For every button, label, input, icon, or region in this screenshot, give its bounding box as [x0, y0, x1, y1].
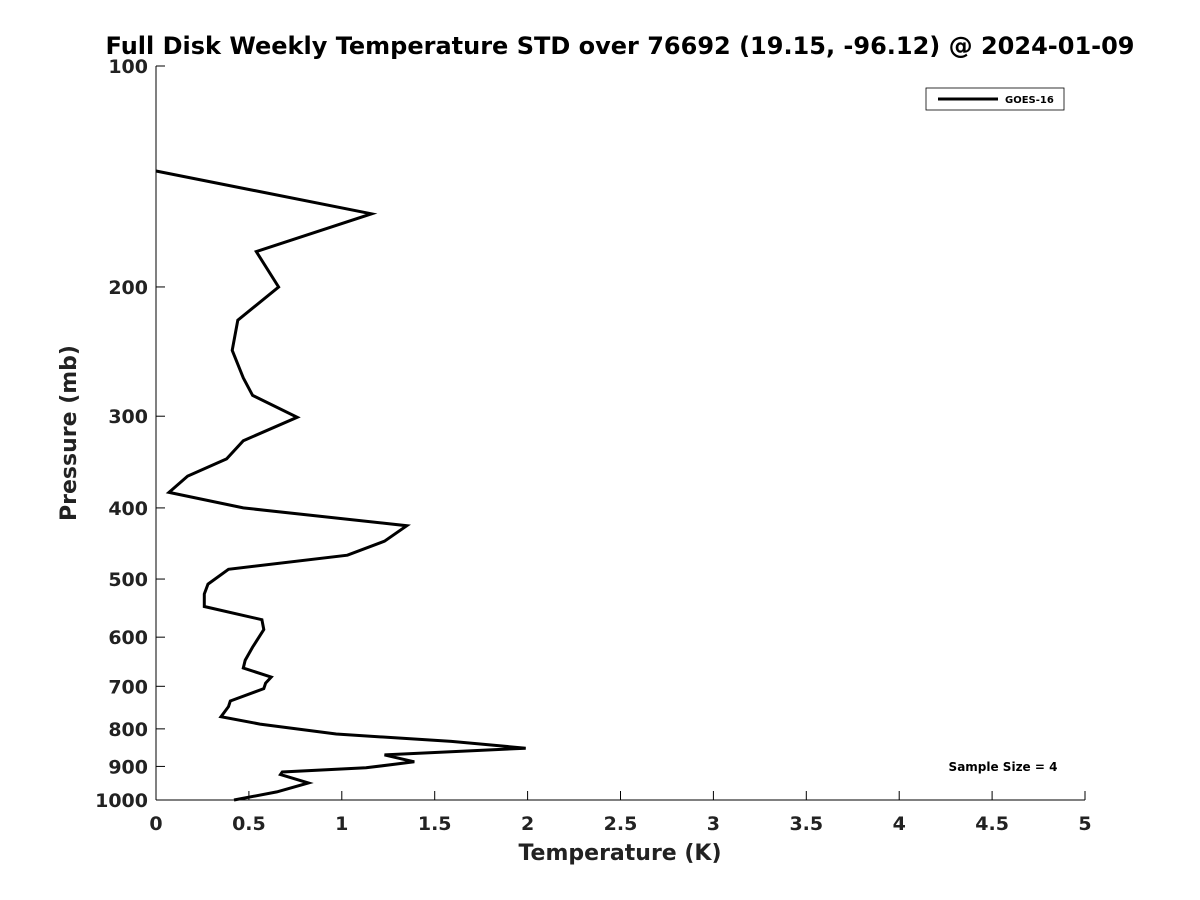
x-tick-label: 2	[521, 813, 534, 835]
y-tick-label: 500	[108, 569, 148, 591]
x-axis-label: Temperature (K)	[518, 841, 721, 866]
legend: GOES-16	[925, 87, 1065, 111]
x-tick-label: 1	[335, 813, 348, 835]
series-group	[155, 169, 526, 802]
x-tick-label: 4	[893, 813, 906, 835]
y-tick-label: 700	[108, 676, 148, 698]
x-tick-label: 0.5	[232, 813, 266, 835]
x-tick-label: 4.5	[975, 813, 1009, 835]
x-tick-label: 2.5	[604, 813, 638, 835]
chart-title: Full Disk Weekly Temperature STD over 76…	[106, 32, 1135, 60]
y-tick-label: 400	[108, 498, 148, 520]
y-axis-label: Pressure (mb)	[57, 345, 82, 521]
axes	[155, 66, 1085, 801]
y-tick-label: 1000	[95, 790, 148, 812]
x-ticks: 0 0.5 1 1.5 2 2.5 3 3.5 4 4.5 5	[149, 791, 1092, 835]
x-tick-label: 3	[707, 813, 720, 835]
legend-label: GOES-16	[1005, 95, 1054, 106]
y-tick-label: 300	[108, 406, 148, 428]
y-tick-label: 100	[108, 56, 148, 78]
y-ticks: 100 200 300 400 500 600 700 800 900 1000	[95, 56, 165, 812]
x-tick-label: 5	[1078, 813, 1091, 835]
y-tick-label: 600	[108, 627, 148, 649]
y-tick-label: 200	[108, 277, 148, 299]
y-tick-label: 900	[108, 756, 148, 778]
x-tick-label: 1.5	[418, 813, 452, 835]
series-line-goes-16	[155, 169, 526, 802]
x-tick-label: 0	[149, 813, 162, 835]
y-tick-label: 800	[108, 719, 148, 741]
x-tick-label: 3.5	[789, 813, 823, 835]
sample-size-annotation: Sample Size = 4	[949, 760, 1058, 774]
